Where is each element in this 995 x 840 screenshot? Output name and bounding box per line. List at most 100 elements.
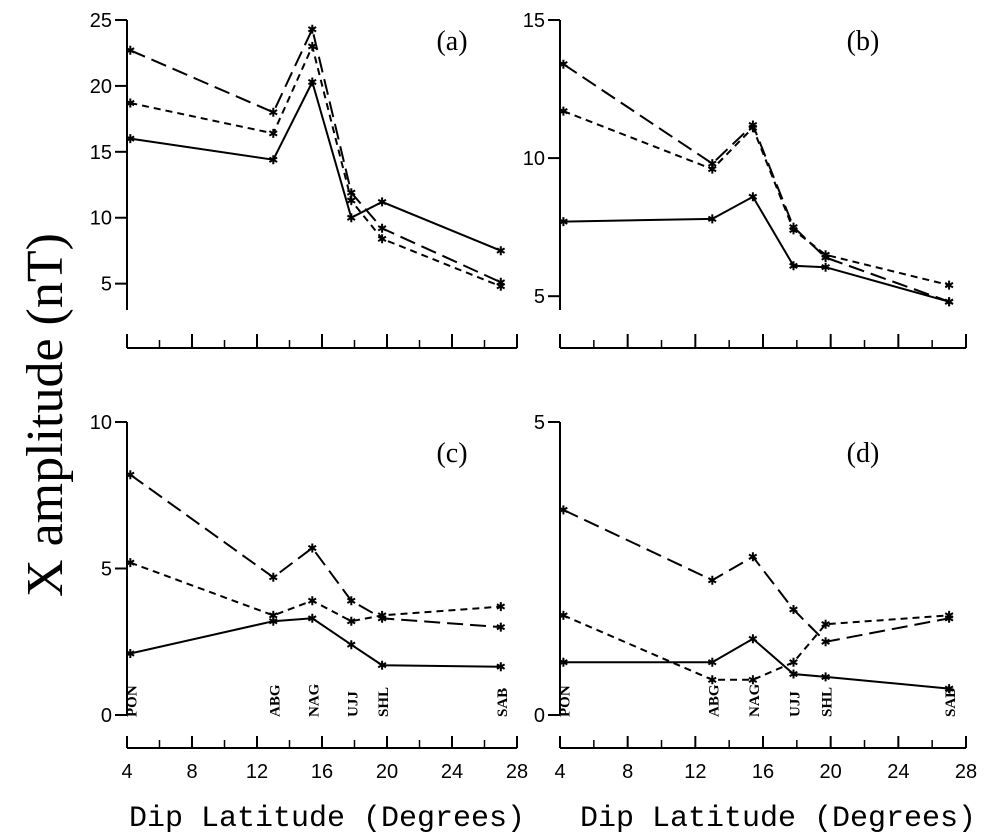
data-point-marker [307,41,317,51]
x-axis-label-left: Dip Latitude (Degrees) [129,802,525,836]
data-point-marker [496,662,506,672]
data-point-marker [707,675,717,685]
data-point-marker [707,159,717,169]
y-tick-label: 0 [101,705,112,727]
data-point-marker [268,128,278,138]
x-axis-label-right: Dip Latitude (Degrees) [580,802,976,836]
data-point-marker [496,277,506,287]
data-point-marker [346,196,356,206]
data-point-marker [559,106,568,116]
series-line-long-dash [562,63,950,303]
data-point-marker [268,155,278,165]
x-tick-label: 4 [121,761,132,783]
station-label: NAG [306,683,322,717]
data-point-marker [748,120,758,130]
y-tick-label: 25 [90,10,112,32]
data-point-marker [559,59,568,69]
data-point-marker [125,649,135,658]
data-point-marker [559,657,568,667]
data-point-marker [496,602,506,612]
data-point-marker [307,543,317,553]
y-tick-label: 0 [534,705,545,727]
data-point-marker [377,223,387,233]
y-tick-label: 5 [101,274,112,296]
station-label: PON [124,685,140,717]
station-label: SAB [495,688,511,717]
data-point-marker [377,234,387,244]
data-point-marker [307,24,317,34]
series-line-long-dash [562,508,950,643]
data-point-marker [377,660,387,670]
series-line-short-dash [563,614,950,681]
data-point-marker [748,192,758,202]
data-point-marker [789,669,798,679]
x-tick-label: 12 [684,761,706,783]
y-tick-label: 15 [523,10,545,32]
data-point-marker [346,616,356,626]
data-point-marker [821,253,830,262]
station-label: ABG [267,684,283,717]
series-line-solid [130,617,501,668]
station-label: SHL [376,687,392,717]
data-point-marker [125,45,135,55]
station-label: ABG [706,684,722,717]
series-line-solid [130,79,502,252]
data-point-marker [268,610,278,620]
series-line-short-dash [129,561,501,623]
panel-label: (c) [436,438,467,469]
data-point-marker [307,596,317,606]
panel-label: (b) [847,26,880,57]
y-tick-label: 5 [534,286,545,308]
series-line-solid [563,637,950,690]
data-point-marker [377,613,387,623]
panel-c: 0 5 10 4 8 12 16 20 24 28 (c) PON ABG NAG UJJ SHL SAB [90,412,528,783]
data-point-marker [559,505,568,515]
y-tick-label: 5 [534,412,545,434]
x-tick-label: 16 [752,761,774,783]
data-point-marker [748,675,758,685]
data-point-marker [748,634,758,644]
data-point-marker [377,197,387,207]
x-tick-label: 8 [622,761,633,783]
panel-label: (d) [847,438,880,469]
panel-b: 5 10 15 (b) [523,10,967,349]
x-tick-label: 8 [186,761,197,783]
data-point-marker [125,134,135,144]
y-axis-label: X amplitude (nT) [17,233,74,597]
data-point-marker [821,637,830,647]
x-tick-label: 4 [554,761,565,783]
data-point-marker [789,261,798,271]
data-point-marker [268,107,278,117]
data-point-marker [346,596,356,606]
y-tick-label: 10 [90,412,112,434]
y-tick-label: 20 [90,76,112,98]
data-point-marker [821,619,830,629]
data-point-marker [821,672,830,682]
station-label: PON [557,685,573,717]
data-point-marker [346,640,356,650]
panels: 5 10 15 20 25 (a) 5 10 15 (b) 0 5 10 4 8 12 16 20 24 28 (c) P… [90,10,977,783]
data-point-marker [748,552,758,562]
y-tick-label: 5 [101,559,112,581]
data-point-marker [789,222,798,232]
data-point-marker [496,246,506,256]
series-line-long-dash [129,473,501,629]
x-tick-label: 12 [246,761,268,783]
series-line-short-dash [563,110,950,287]
data-point-marker [944,684,954,694]
data-point-marker [944,297,954,307]
panel-a: 5 10 15 20 25 (a) [90,10,518,349]
data-point-marker [559,610,568,620]
x-tick-label: 28 [506,761,528,783]
data-point-marker [944,613,954,623]
data-point-marker [707,657,717,667]
series-line-long-dash [129,26,502,284]
data-point-marker [346,188,356,198]
data-point-marker [125,558,135,568]
data-point-marker [707,575,717,585]
series-line-solid [563,195,950,303]
x-tick-label: 16 [311,761,333,783]
station-label: NAG [747,683,763,717]
data-point-marker [268,572,278,582]
